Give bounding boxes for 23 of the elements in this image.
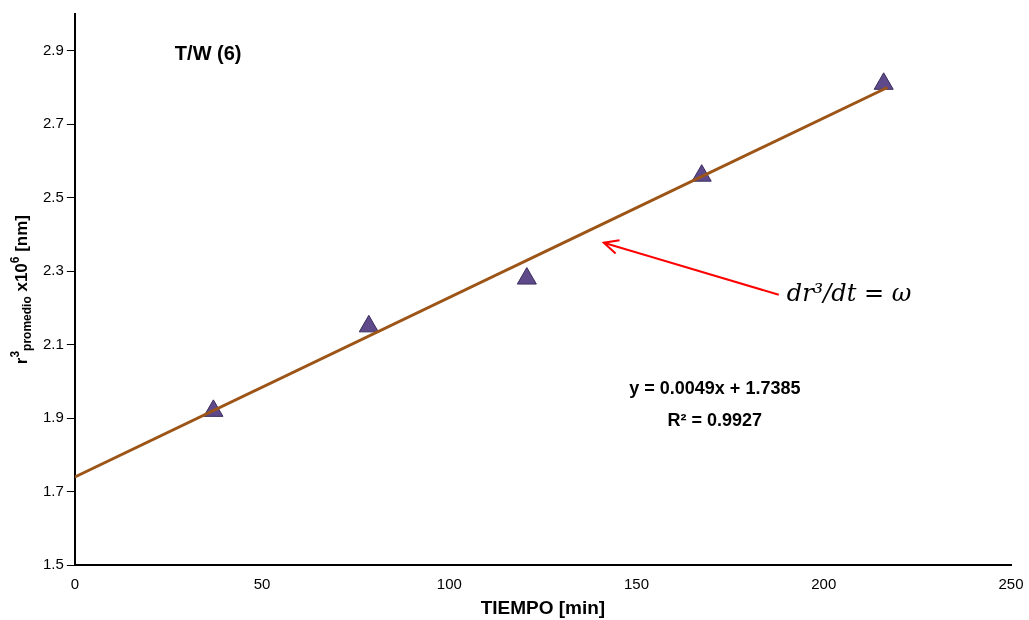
x-tick-label: 150 (624, 575, 650, 593)
y-tick-label: 2.7 (42, 114, 64, 132)
point (516, 267, 537, 285)
x-tick-label: 250 (998, 575, 1024, 593)
x-tick-label: 0 (70, 575, 80, 593)
x-axis-title: TIEMPO [min] (480, 596, 606, 618)
y-tick-label: 1.7 (42, 481, 64, 499)
annotation: T/W (6) (174, 41, 242, 64)
point (873, 72, 894, 90)
y-tick-label: 1.5 (42, 555, 64, 573)
annotation: dr³/dt = ω (786, 278, 912, 307)
y-tick-label: 2.5 (42, 187, 64, 205)
y-tick-label: 1.9 (42, 408, 64, 426)
y-tick-label: 2.3 (42, 261, 64, 279)
annotation: R² = 0.9927 (667, 409, 763, 430)
x-tick-label: 50 (253, 575, 271, 593)
x-tick-label: 100 (436, 575, 462, 593)
x-tick-label: 200 (811, 575, 837, 593)
y-tick-label: 2.9 (42, 40, 64, 58)
point (358, 314, 379, 333)
y-tick-label: 2.1 (42, 334, 64, 352)
y-axis-title: r3promedio x106 [nm] (8, 214, 35, 365)
annotation: y = 0.0049x + 1.7385 (629, 377, 801, 398)
